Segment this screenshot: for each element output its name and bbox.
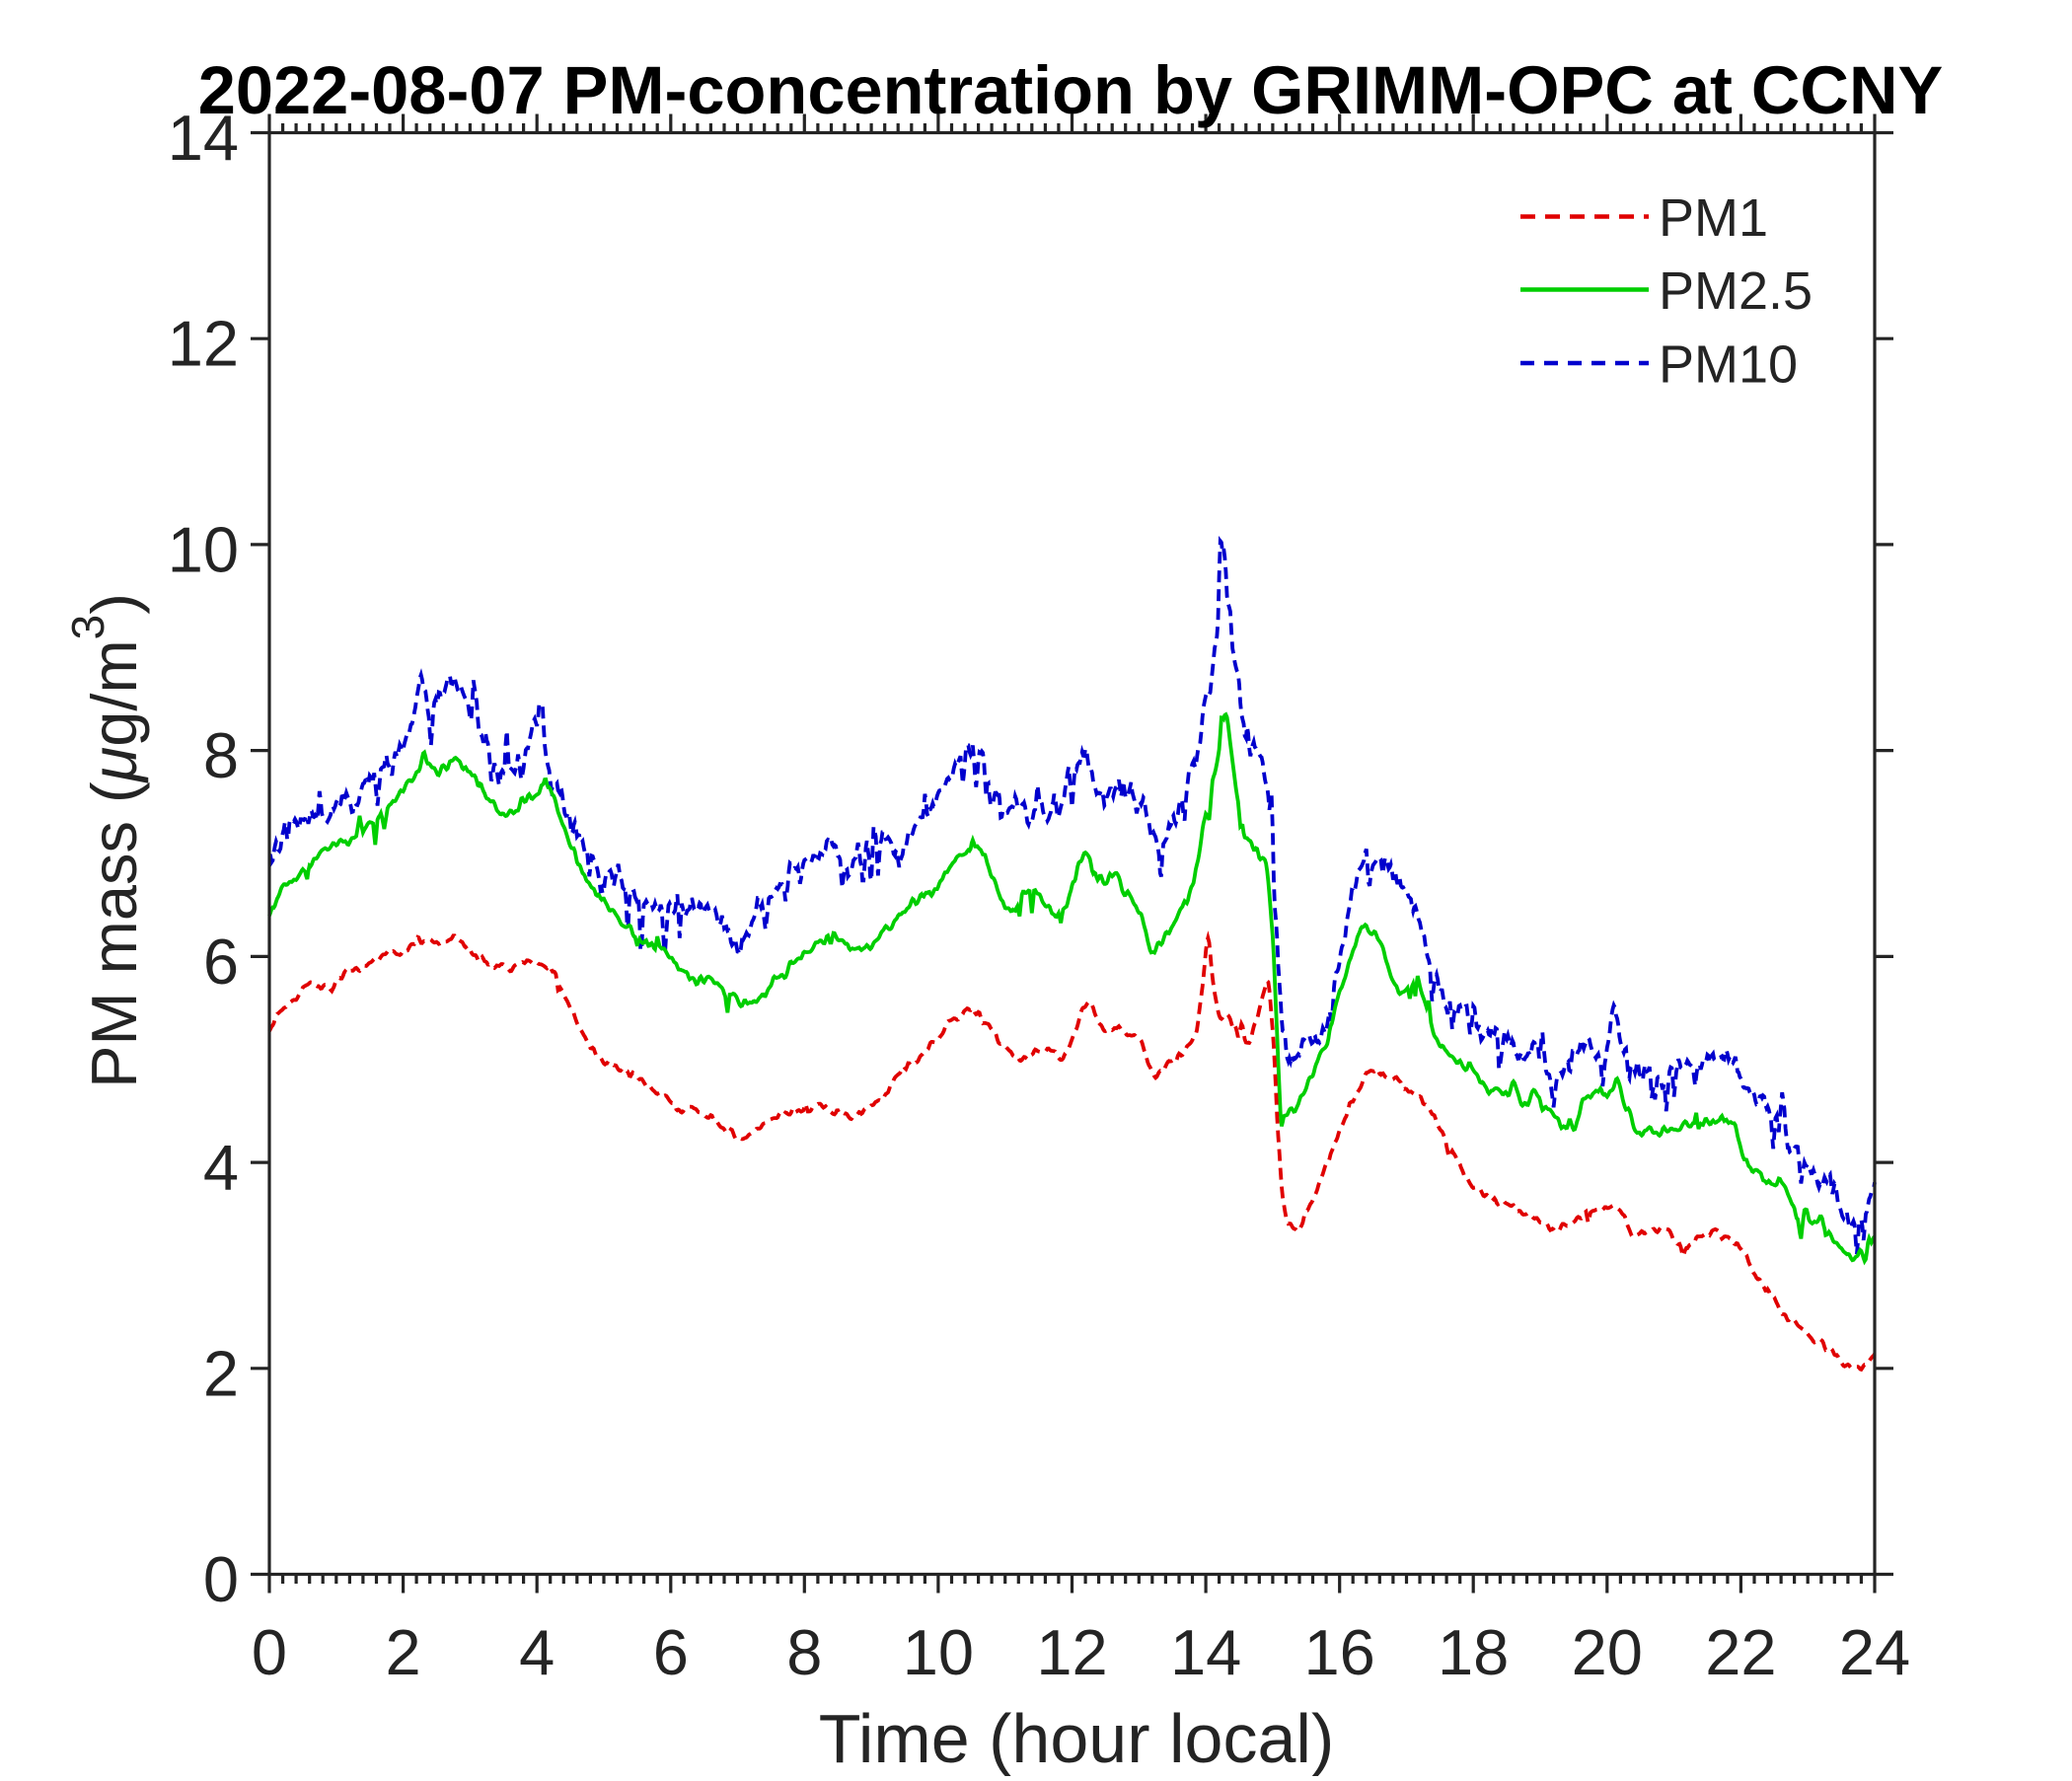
svg-text:14: 14: [1170, 1616, 1241, 1688]
svg-text:2: 2: [203, 1337, 239, 1409]
svg-text:12: 12: [1036, 1616, 1107, 1688]
svg-text:16: 16: [1304, 1616, 1375, 1688]
svg-text:14: 14: [168, 102, 239, 174]
svg-text:24: 24: [1839, 1616, 1910, 1688]
svg-text:0: 0: [252, 1616, 287, 1688]
svg-text:8: 8: [786, 1616, 822, 1688]
svg-text:0: 0: [203, 1543, 239, 1615]
svg-text:PM mass (μg/m3): PM mass (μg/m3): [62, 593, 150, 1088]
svg-text:22: 22: [1705, 1616, 1776, 1688]
svg-text:8: 8: [203, 719, 239, 791]
svg-text:20: 20: [1572, 1616, 1643, 1688]
svg-text:4: 4: [203, 1132, 239, 1204]
svg-text:12: 12: [168, 308, 239, 380]
svg-text:PM10: PM10: [1659, 335, 1798, 395]
svg-text:18: 18: [1438, 1616, 1509, 1688]
svg-text:6: 6: [653, 1616, 689, 1688]
svg-text:PM1: PM1: [1659, 188, 1768, 248]
svg-text:Time (hour local): Time (hour local): [819, 1700, 1335, 1776]
svg-text:10: 10: [168, 513, 239, 585]
svg-text:2: 2: [386, 1616, 421, 1688]
svg-text:10: 10: [903, 1616, 974, 1688]
svg-text:2022-08-07 PM-concentration by: 2022-08-07 PM-concentration by GRIMM-OPC…: [198, 52, 1944, 128]
svg-text:6: 6: [203, 926, 239, 998]
svg-text:4: 4: [519, 1616, 555, 1688]
svg-text:PM2.5: PM2.5: [1659, 261, 1813, 321]
